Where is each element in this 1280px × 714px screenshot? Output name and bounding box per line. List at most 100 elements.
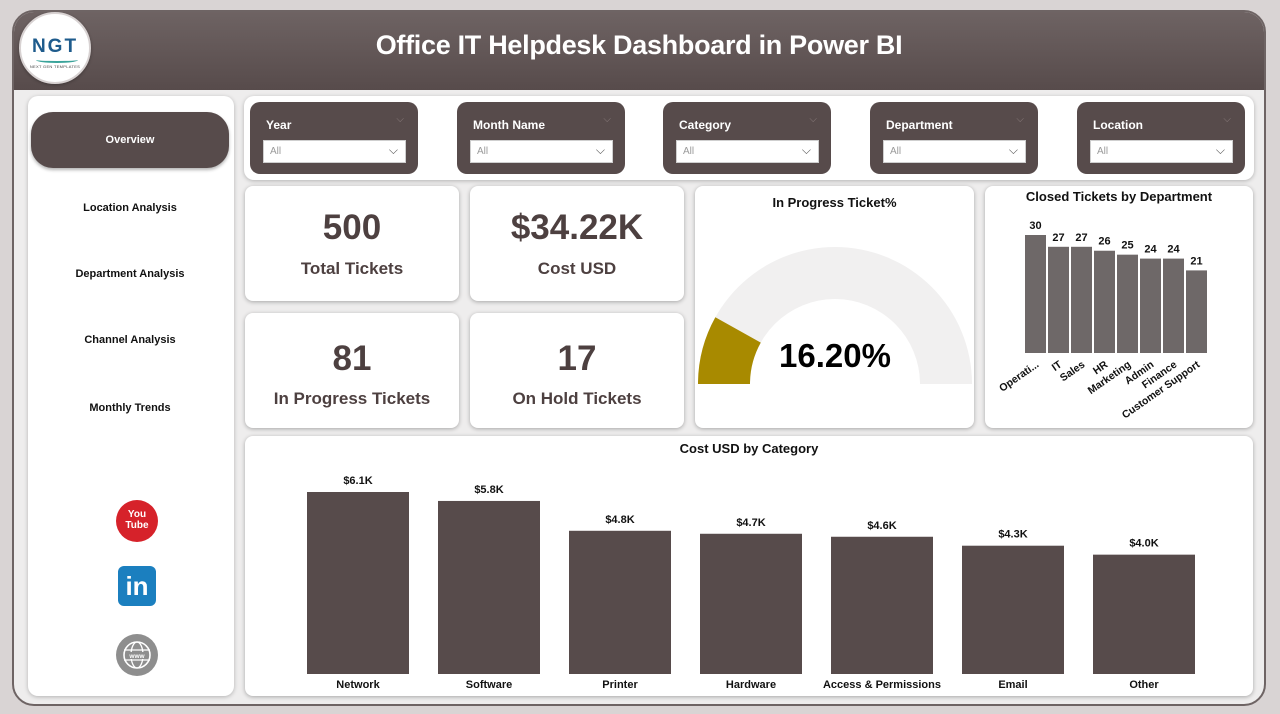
department-dropdown[interactable]: All ⌵: [883, 140, 1026, 163]
youtube-icon[interactable]: You Tube: [116, 500, 158, 542]
dept-bar[interactable]: [1117, 254, 1138, 353]
chevron-down-icon[interactable]: ⌵: [809, 114, 817, 125]
kpi-value: $34.22K: [510, 208, 644, 247]
logo-text: NGT: [31, 36, 79, 57]
category-bar[interactable]: [831, 536, 933, 674]
chevron-down-icon[interactable]: ⌵: [603, 114, 611, 125]
logo-subtext: NEXT GEN TEMPLATES: [29, 64, 81, 69]
dept-bar-chart: 30Operati...27IT27Sales26HR25Marketing24…: [997, 220, 1207, 421]
slicer-location: Location ⌵ All ⌵: [1077, 102, 1245, 174]
gauge-track: [698, 247, 972, 384]
nav-department-analysis[interactable]: Department Analysis: [75, 268, 185, 280]
category-bar[interactable]: [569, 530, 671, 674]
gauge-card[interactable]: In Progress Ticket% 16.20%: [695, 186, 974, 428]
year-dropdown[interactable]: All ⌵: [263, 140, 406, 163]
kpi-value: 17: [557, 339, 597, 378]
sidebar: Overview Location Analysis Department An…: [28, 96, 234, 696]
slicer-month-name: Month Name ⌵ All ⌵: [457, 102, 625, 174]
category-bar[interactable]: [307, 492, 409, 674]
kpi-value: 81: [332, 339, 372, 378]
globe-text: www: [128, 653, 145, 660]
slicer-label: Month Name: [473, 118, 545, 132]
page-title: Office IT Helpdesk Dashboard in Power BI: [375, 30, 903, 60]
filter-bar: Year ⌵ All ⌵ Month Name ⌵ All ⌵ Category ⌵…: [244, 96, 1254, 180]
category-bar[interactable]: [1093, 554, 1195, 674]
category-bar-label: $4.3K: [998, 529, 1027, 541]
slicer-label: Location: [1093, 118, 1143, 132]
kpi-value: 500: [322, 208, 382, 247]
dept-bar[interactable]: [1048, 246, 1069, 353]
category-bar-label: $6.1K: [343, 475, 372, 487]
category-bar[interactable]: [438, 500, 540, 674]
category-axis-label: Network: [336, 679, 380, 691]
category-bar-label: $4.8K: [605, 514, 634, 526]
globe-icon[interactable]: www: [116, 634, 158, 676]
kpi-label: Total Tickets: [300, 259, 404, 278]
kpi-on-hold-tickets[interactable]: 17 On Hold Tickets: [470, 313, 684, 428]
dept-bar-label: 25: [1121, 240, 1133, 252]
kpi-cost-usd[interactable]: $34.22K Cost USD: [470, 186, 684, 301]
category-bar-label: $5.8K: [474, 484, 503, 496]
category-bar-label: $4.0K: [1129, 538, 1158, 550]
location-dropdown[interactable]: All ⌵: [1090, 140, 1233, 163]
dept-bar-label: 24: [1144, 244, 1157, 256]
dept-bar[interactable]: [1094, 250, 1115, 353]
category-bar-chart: $6.1K Network $5.8K Software $4.8K Printer $4.…: [307, 475, 1195, 691]
chevron-down-icon: ⌵: [595, 143, 605, 157]
nav-location-analysis[interactable]: Location Analysis: [83, 202, 177, 214]
category-bar-label: $4.7K: [736, 517, 765, 529]
header-bar: NGT NEXT GEN TEMPLATES Office IT Helpdes…: [14, 12, 1264, 90]
nav-channel-analysis[interactable]: Channel Analysis: [84, 334, 176, 346]
dept-bar[interactable]: [1163, 258, 1184, 353]
dept-bar[interactable]: [1186, 270, 1207, 353]
dept-bar-label: 27: [1075, 232, 1087, 244]
chevron-down-icon: ⌵: [1008, 143, 1018, 157]
category-axis-label: Other: [1129, 679, 1159, 691]
dept-bar-label: 30: [1029, 220, 1041, 232]
category-axis-label: Hardware: [726, 679, 776, 691]
slicer-label: Year: [266, 118, 292, 132]
ngt-logo: NGT NEXT GEN TEMPLATES: [19, 12, 91, 84]
category-bar[interactable]: [962, 545, 1064, 674]
month-name-dropdown[interactable]: All ⌵: [470, 140, 613, 163]
category-chart-title: Cost USD by Category: [679, 441, 819, 456]
slicer-category: Category ⌵ All ⌵: [663, 102, 831, 174]
closed-tickets-dept-chart-card[interactable]: Closed Tickets by Department 30 Operati..…: [985, 186, 1253, 428]
kpi-total-tickets[interactable]: 500 Total Tickets: [245, 186, 459, 301]
cost-by-category-chart-card[interactable]: Cost USD by Category $6.1K Network $5.8K So…: [245, 436, 1253, 696]
slicer-year: Year ⌵ All ⌵: [250, 102, 418, 174]
dept-bar[interactable]: [1140, 258, 1161, 353]
nav-monthly-trends[interactable]: Monthly Trends: [89, 402, 171, 414]
chevron-down-icon[interactable]: ⌵: [1223, 114, 1231, 125]
dept-bar[interactable]: [1071, 246, 1092, 353]
dept-category-label: Sales: [1058, 359, 1087, 385]
category-axis-label: Software: [466, 679, 512, 691]
gauge-chart: 16.20%: [698, 247, 972, 384]
chevron-down-icon: ⌵: [801, 143, 811, 157]
category-axis-label: Email: [998, 679, 1027, 691]
linkedin-icon[interactable]: in: [118, 566, 156, 606]
dropdown-value: All: [890, 146, 902, 157]
youtube-icon-text: You Tube: [125, 509, 149, 531]
dept-category-label: Operati...: [997, 359, 1041, 395]
gauge-fill: [698, 317, 761, 384]
nav-overview[interactable]: Overview: [31, 112, 229, 168]
kpi-label: In Progress Tickets: [273, 389, 431, 408]
globe-icon-graphic: www: [123, 641, 151, 669]
chevron-down-icon[interactable]: ⌵: [1016, 114, 1024, 125]
dept-bar-label: 26: [1098, 236, 1110, 248]
chevron-down-icon[interactable]: ⌵: [396, 114, 404, 125]
dashboard-frame: NGT NEXT GEN TEMPLATES Office IT Helpdes…: [12, 10, 1266, 706]
gauge-title: In Progress Ticket%: [772, 195, 897, 210]
kpi-label: On Hold Tickets: [512, 389, 642, 408]
chevron-down-icon: ⌵: [388, 143, 398, 157]
category-dropdown[interactable]: All ⌵: [676, 140, 819, 163]
chevron-down-icon: ⌵: [1215, 143, 1225, 157]
slicer-label: Department: [886, 118, 953, 132]
category-bar[interactable]: [700, 533, 802, 674]
dept-bar[interactable]: [1025, 235, 1046, 353]
kpi-in-progress-tickets[interactable]: 81 In Progress Tickets: [245, 313, 459, 428]
dept-bar-label: 21: [1190, 255, 1202, 267]
slicer-label: Category: [679, 118, 732, 132]
dropdown-value: All: [477, 146, 489, 157]
